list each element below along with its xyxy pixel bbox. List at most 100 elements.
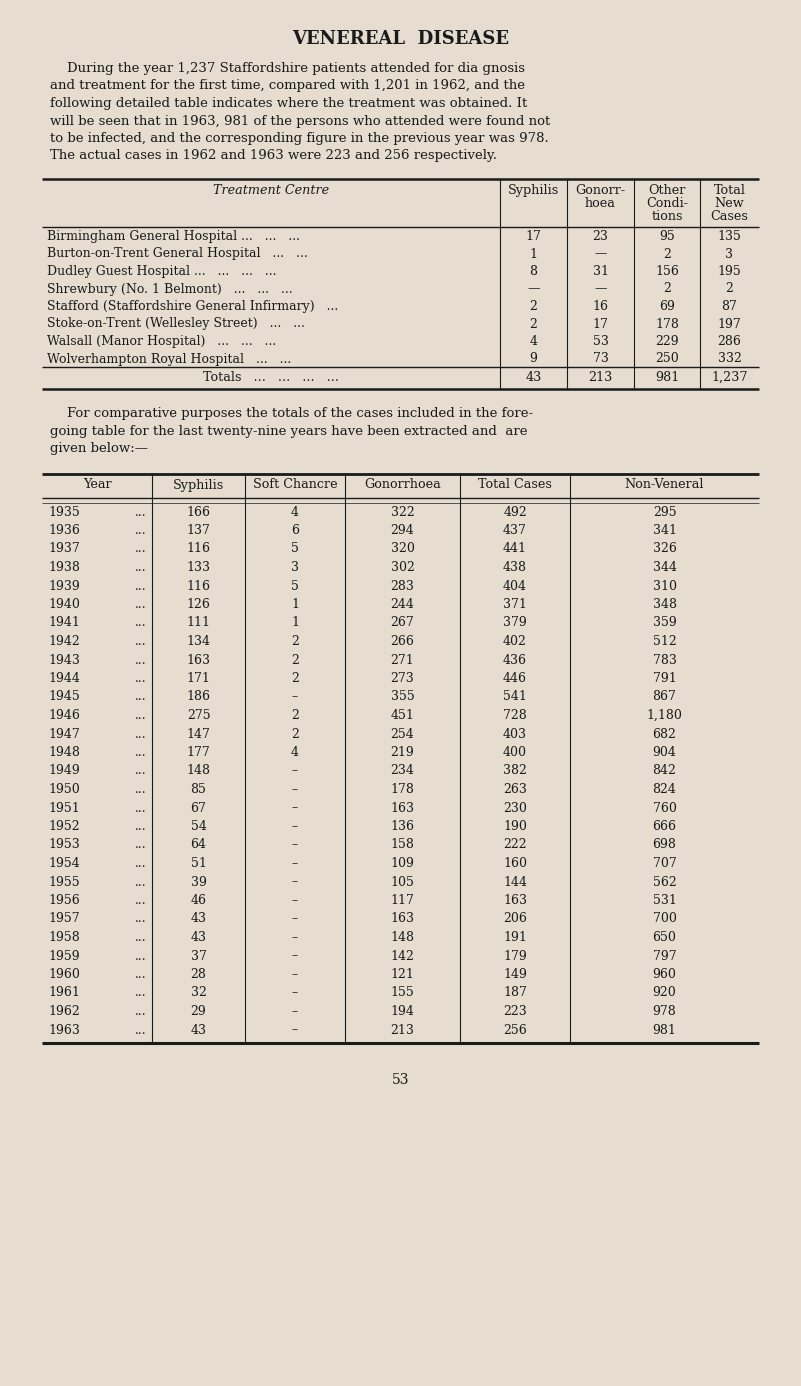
Text: 2: 2 (726, 283, 734, 295)
Text: 728: 728 (503, 710, 527, 722)
Text: Soft Chancre: Soft Chancre (252, 478, 337, 492)
Text: 1955: 1955 (48, 876, 79, 888)
Text: Treatment Centre: Treatment Centre (213, 184, 329, 197)
Text: During the year 1,237 Staffordshire patients attended for dia gnosis: During the year 1,237 Staffordshire pati… (50, 62, 525, 75)
Text: 960: 960 (653, 967, 676, 981)
Text: 1936: 1936 (48, 524, 80, 536)
Text: to be infected, and the corresponding figure in the previous year was 978.: to be infected, and the corresponding fi… (50, 132, 549, 146)
Text: 981: 981 (653, 1023, 676, 1037)
Text: 437: 437 (503, 524, 527, 536)
Text: 382: 382 (503, 765, 527, 778)
Text: 320: 320 (391, 542, 414, 556)
Text: 441: 441 (503, 542, 527, 556)
Text: 531: 531 (653, 894, 676, 906)
Text: 1937: 1937 (48, 542, 80, 556)
Text: 1962: 1962 (48, 1005, 80, 1017)
Text: ...: ... (135, 967, 147, 981)
Text: 403: 403 (503, 728, 527, 740)
Text: hoea: hoea (585, 197, 616, 211)
Text: 43: 43 (191, 1023, 207, 1037)
Text: following detailed table indicates where the treatment was obtained. It: following detailed table indicates where… (50, 97, 527, 109)
Text: ...: ... (135, 801, 147, 815)
Text: 158: 158 (391, 839, 414, 851)
Text: –: – (292, 894, 298, 906)
Text: given below:—: given below:— (50, 442, 148, 455)
Text: ...: ... (135, 1005, 147, 1017)
Text: ...: ... (135, 672, 147, 685)
Text: 155: 155 (391, 987, 414, 999)
Text: 791: 791 (653, 672, 676, 685)
Text: 2: 2 (291, 635, 299, 649)
Text: 5: 5 (291, 579, 299, 592)
Text: ...: ... (135, 987, 147, 999)
Text: 824: 824 (653, 783, 676, 796)
Text: 54: 54 (191, 821, 207, 833)
Text: 355: 355 (391, 690, 414, 704)
Text: 4: 4 (291, 746, 299, 760)
Text: 359: 359 (653, 617, 676, 629)
Text: 46: 46 (191, 894, 207, 906)
Text: 194: 194 (391, 1005, 414, 1017)
Text: 1: 1 (291, 617, 299, 629)
Text: 69: 69 (659, 299, 675, 313)
Text: 379: 379 (503, 617, 527, 629)
Text: ...: ... (135, 579, 147, 592)
Text: Total Cases: Total Cases (478, 478, 552, 492)
Text: ...: ... (135, 710, 147, 722)
Text: 286: 286 (718, 335, 742, 348)
Text: Syphilis: Syphilis (508, 184, 559, 197)
Text: 1951: 1951 (48, 801, 80, 815)
Text: –: – (292, 912, 298, 926)
Text: 149: 149 (503, 967, 527, 981)
Text: 1935: 1935 (48, 506, 80, 518)
Text: 73: 73 (593, 352, 609, 366)
Text: 1945: 1945 (48, 690, 80, 704)
Text: 981: 981 (655, 371, 679, 384)
Text: 783: 783 (653, 654, 676, 667)
Text: 8: 8 (529, 265, 537, 279)
Text: 17: 17 (593, 317, 609, 330)
Text: 256: 256 (503, 1023, 527, 1037)
Text: 229: 229 (655, 335, 678, 348)
Text: 294: 294 (391, 524, 414, 536)
Text: 322: 322 (391, 506, 414, 518)
Text: 134: 134 (187, 635, 211, 649)
Text: 436: 436 (503, 654, 527, 667)
Text: 1942: 1942 (48, 635, 80, 649)
Text: 700: 700 (653, 912, 676, 926)
Text: and treatment for the first time, compared with 1,201 in 1962, and the: and treatment for the first time, compar… (50, 79, 525, 93)
Text: 1956: 1956 (48, 894, 80, 906)
Text: 1959: 1959 (48, 949, 79, 962)
Text: 51: 51 (191, 857, 207, 870)
Text: Gonorrhoea: Gonorrhoea (364, 478, 441, 492)
Text: 1957: 1957 (48, 912, 79, 926)
Text: ...: ... (135, 857, 147, 870)
Text: 53: 53 (593, 335, 609, 348)
Text: 2: 2 (291, 654, 299, 667)
Text: 4: 4 (529, 335, 537, 348)
Text: 2: 2 (291, 672, 299, 685)
Text: 109: 109 (391, 857, 414, 870)
Text: 95: 95 (659, 230, 675, 243)
Text: 178: 178 (655, 317, 679, 330)
Text: ...: ... (135, 617, 147, 629)
Text: 32: 32 (191, 987, 207, 999)
Text: ...: ... (135, 876, 147, 888)
Text: 1938: 1938 (48, 561, 80, 574)
Text: —: — (594, 248, 606, 261)
Text: The actual cases in 1962 and 1963 were 223 and 256 respectively.: The actual cases in 1962 and 1963 were 2… (50, 150, 497, 162)
Text: 144: 144 (503, 876, 527, 888)
Text: 126: 126 (187, 597, 211, 611)
Text: ...: ... (135, 506, 147, 518)
Text: 179: 179 (503, 949, 527, 962)
Text: 1960: 1960 (48, 967, 80, 981)
Text: 64: 64 (191, 839, 207, 851)
Text: Birmingham General Hospital ...   ...   ...: Birmingham General Hospital ... ... ... (47, 230, 300, 243)
Text: –: – (292, 967, 298, 981)
Text: Dudley Guest Hospital ...   ...   ...   ...: Dudley Guest Hospital ... ... ... ... (47, 265, 276, 279)
Text: New: New (714, 197, 744, 211)
Text: 1961: 1961 (48, 987, 80, 999)
Text: 160: 160 (503, 857, 527, 870)
Text: ...: ... (135, 635, 147, 649)
Text: –: – (292, 876, 298, 888)
